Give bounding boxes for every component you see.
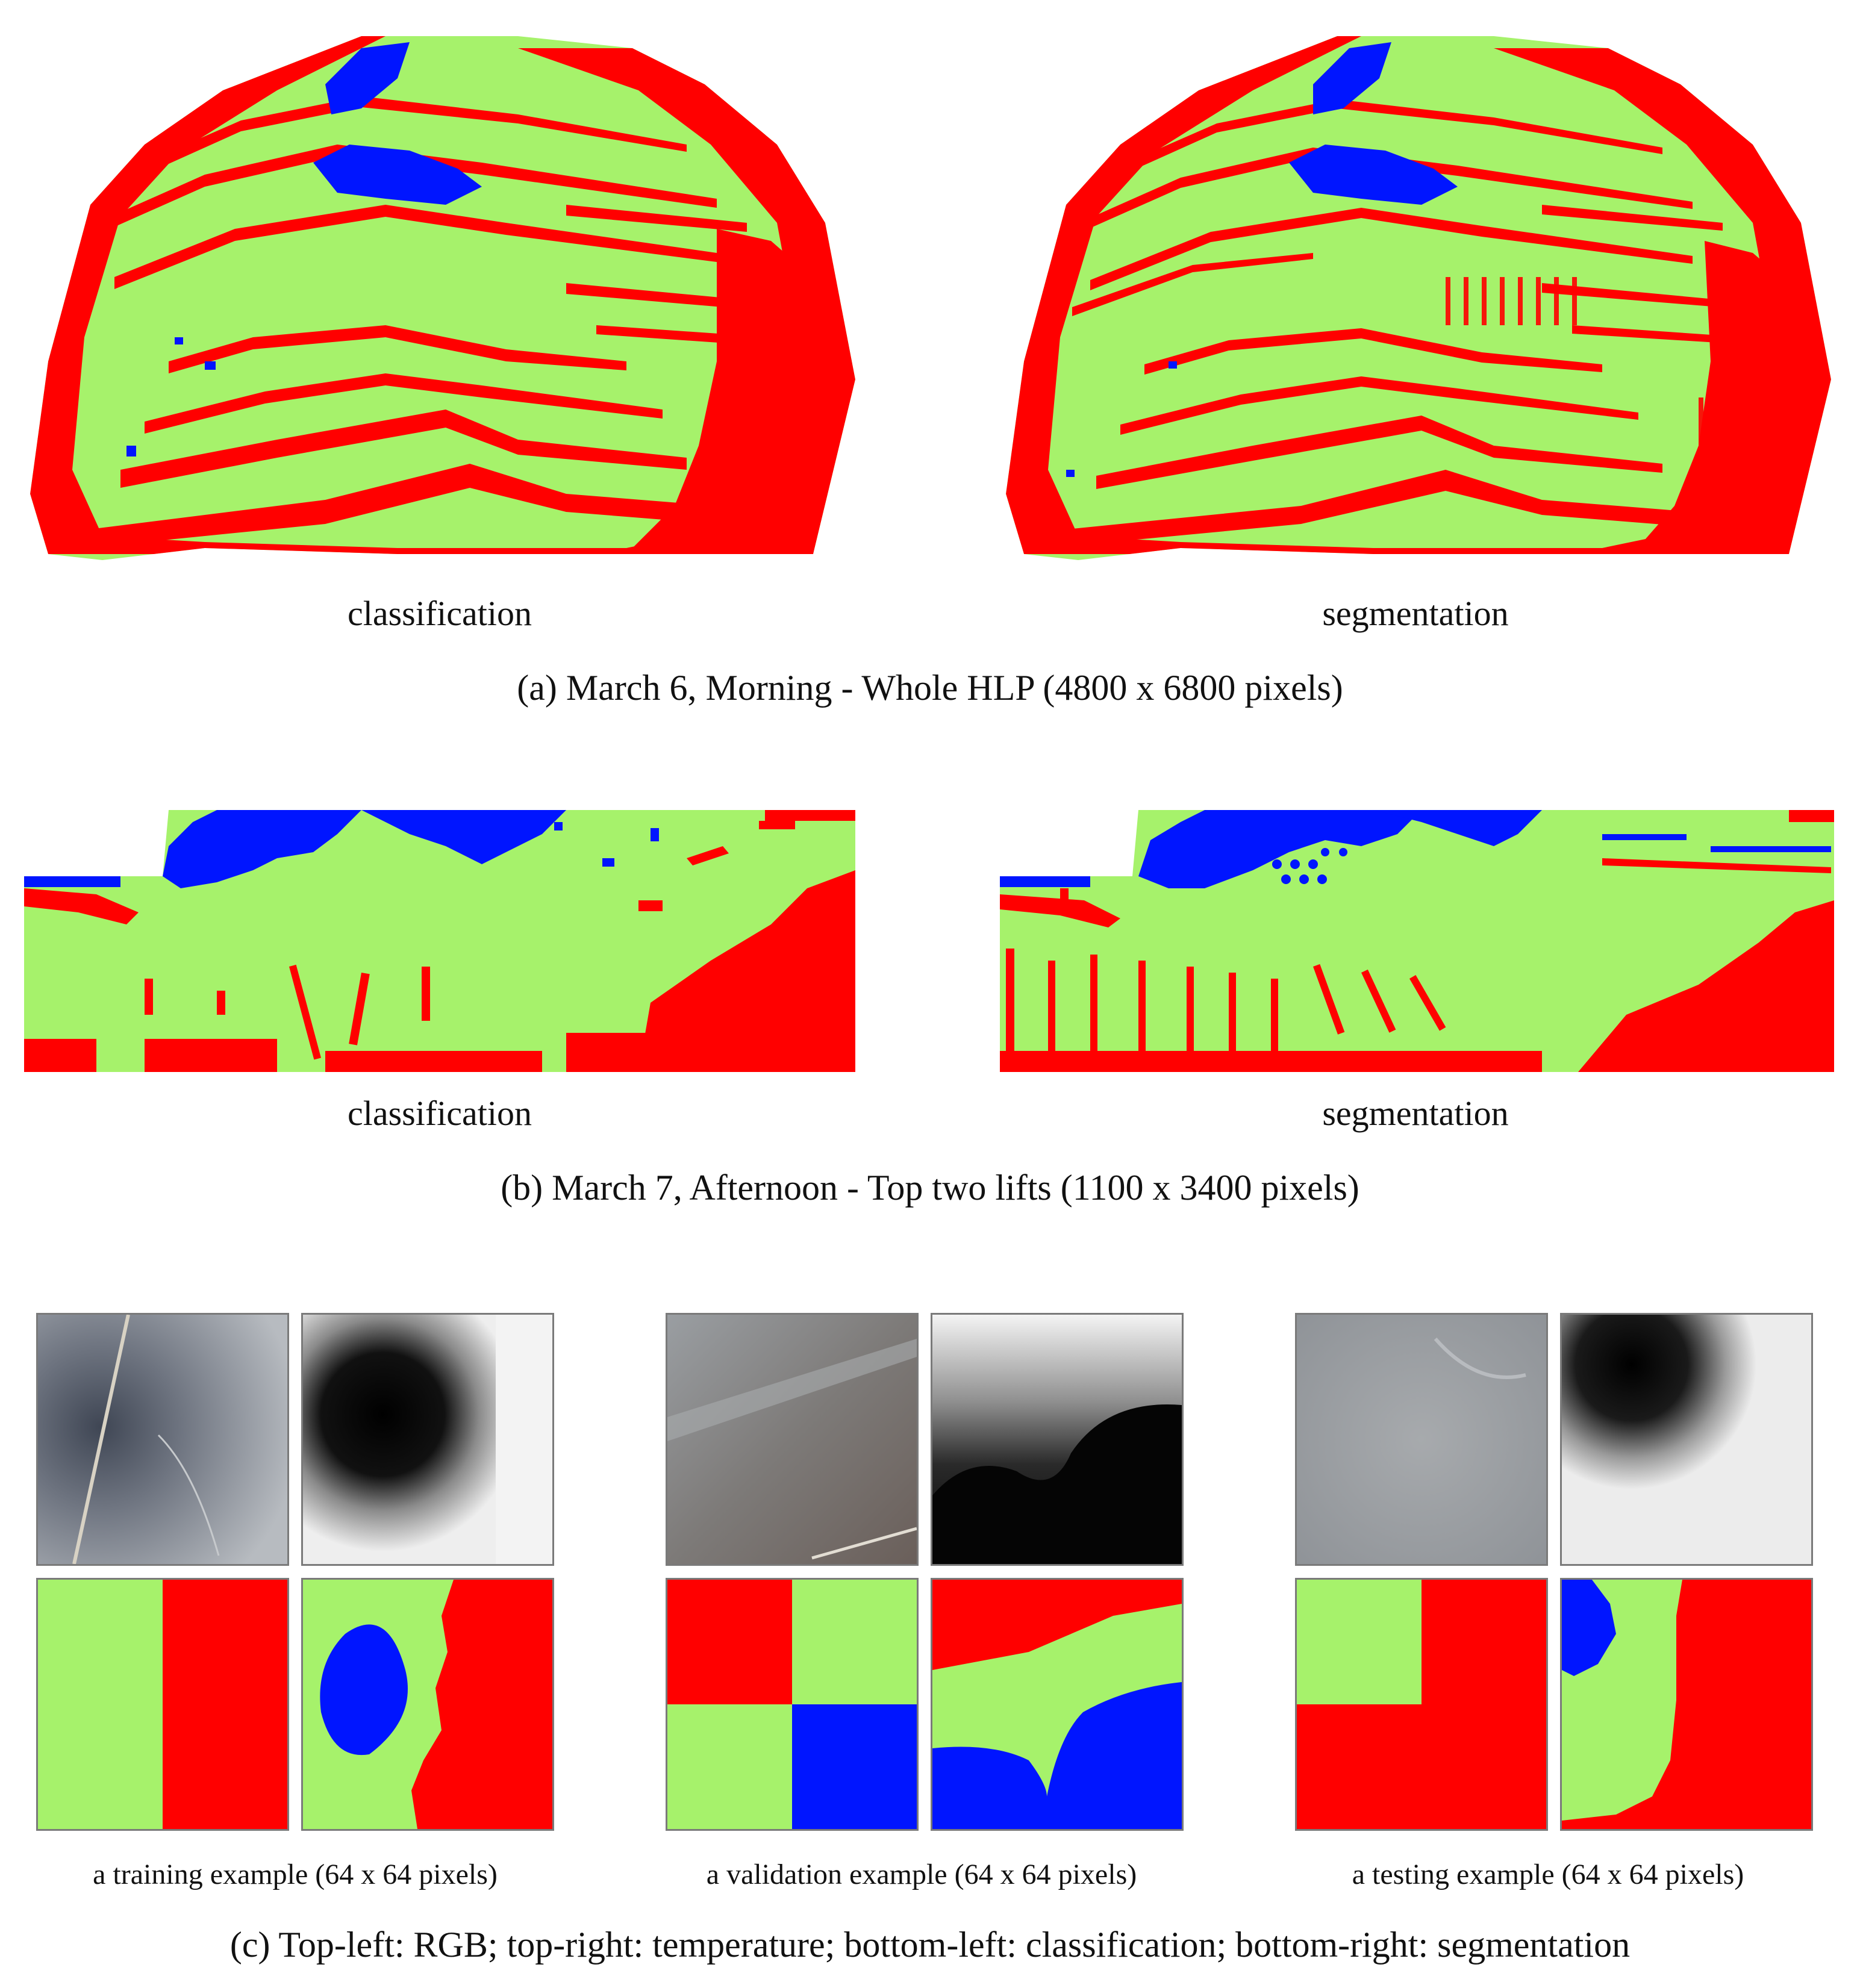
testing-segmentation-image <box>1560 1578 1813 1831</box>
lifts-segmentation-map <box>1000 810 1834 1072</box>
validation-example-label: a validation example (64 x 64 pixels) <box>706 1859 1137 1890</box>
lifts-classification-map <box>24 810 855 1072</box>
validation-classification-image <box>666 1578 919 1831</box>
validation-segmentation-image <box>931 1578 1184 1831</box>
training-example-label: a training example (64 x 64 pixels) <box>93 1859 498 1890</box>
training-rgb-image <box>36 1313 289 1566</box>
section-a-caption: (a) March 6, Morning - Whole HLP (4800 x… <box>517 668 1343 708</box>
section-a-left-label: classification <box>347 594 532 633</box>
validation-temperature-image <box>931 1313 1184 1566</box>
section-b-right-label: segmentation <box>1322 1094 1509 1133</box>
training-temperature-image <box>301 1313 554 1566</box>
hlp-classification-map <box>24 24 855 578</box>
training-classification-image <box>36 1578 289 1831</box>
training-segmentation-image <box>301 1578 554 1831</box>
section-b-left-label: classification <box>347 1094 532 1133</box>
testing-rgb-image <box>1295 1313 1548 1566</box>
section-b-caption: (b) March 7, Afternoon - Top two lifts (… <box>501 1168 1359 1207</box>
section-a-right-label: segmentation <box>1322 594 1509 633</box>
section-c-caption: (c) Top-left: RGB; top-right: temperatur… <box>229 1925 1631 1965</box>
testing-temperature-image <box>1560 1313 1813 1566</box>
validation-rgb-image <box>666 1313 919 1566</box>
testing-classification-image <box>1295 1578 1548 1831</box>
hlp-segmentation-map <box>1000 24 1837 578</box>
testing-example-label: a testing example (64 x 64 pixels) <box>1352 1859 1744 1890</box>
